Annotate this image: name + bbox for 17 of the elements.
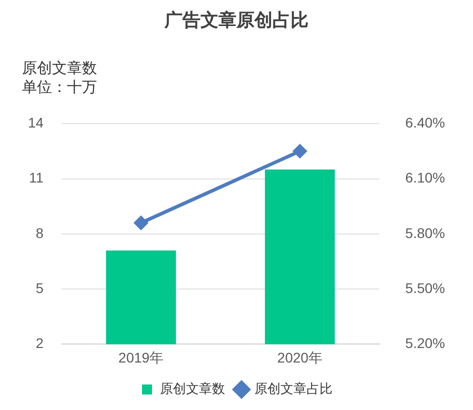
y2-tick-label: 5.80% xyxy=(405,224,446,241)
x-tick-label: 2020年 xyxy=(277,349,322,366)
y-tick-label: 8 xyxy=(36,224,44,241)
y-tick-label: 5 xyxy=(36,280,44,296)
y2-tick-label: 5.50% xyxy=(405,280,446,296)
y2-tick-label: 5.20% xyxy=(405,335,446,352)
y-tick-label: 14 xyxy=(28,114,44,130)
y-axis-title: 原创文章数 xyxy=(22,60,97,77)
y-tick-label: 11 xyxy=(29,170,44,186)
y-tick-label: 2 xyxy=(36,335,44,352)
y2-tick-label: 6.40% xyxy=(405,114,446,130)
legend-label: 原创文章占比 xyxy=(254,381,332,396)
y2-tick-label: 6.10% xyxy=(405,170,446,186)
x-tick-label: 2019年 xyxy=(118,349,164,366)
text: 单位：十万 xyxy=(22,79,97,96)
legend-label: 原创文章数 xyxy=(160,381,225,396)
chart-title: 广告文章原创占比 xyxy=(164,10,308,30)
